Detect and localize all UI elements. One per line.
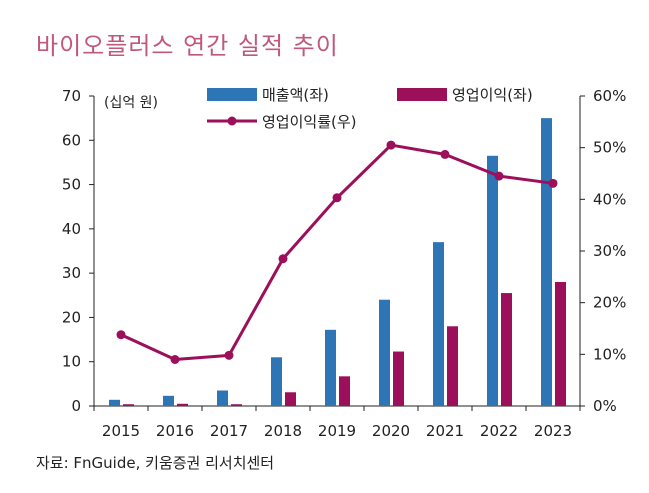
left-tick-label: 20 bbox=[62, 308, 81, 326]
x-tick-label: 2023 bbox=[534, 422, 572, 440]
revenue-bar bbox=[487, 155, 498, 406]
source-note: 자료: FnGuide, 키움증권 리서치센터 bbox=[36, 454, 275, 472]
axes: 0 10 20 30 40 50 60 70 0% 10% 20% 30% 40% 50% 60% 2015 2… bbox=[62, 87, 626, 440]
left-tick-label: 0 bbox=[71, 397, 81, 415]
legend-profit-swatch bbox=[397, 88, 447, 101]
x-tick-label: 2018 bbox=[264, 422, 302, 440]
left-tick-label: 30 bbox=[62, 264, 81, 282]
revenue-bar bbox=[541, 118, 552, 407]
right-tick-label: 30% bbox=[593, 242, 626, 260]
revenue-bar bbox=[271, 357, 282, 406]
operating-margin-point bbox=[224, 350, 234, 360]
left-tick-label: 70 bbox=[62, 87, 81, 105]
left-tick-label: 60 bbox=[62, 131, 81, 149]
right-tick-label: 20% bbox=[593, 294, 626, 312]
legend: 매출액(좌) 영업이익(좌) 영업이익률(우) bbox=[207, 86, 533, 131]
revenue-bar bbox=[325, 329, 336, 406]
operating-profit-bar bbox=[339, 376, 350, 406]
unit-label: (십억 원) bbox=[104, 95, 158, 111]
operating-margin-point bbox=[170, 355, 180, 364]
revenue-bars bbox=[109, 118, 552, 407]
legend-profit-label: 영업이익(좌) bbox=[452, 86, 533, 104]
x-tick-label: 2017 bbox=[210, 422, 248, 440]
revenue-bar bbox=[217, 390, 228, 406]
operating-margin-point bbox=[440, 149, 450, 159]
left-tick-label: 10 bbox=[62, 353, 81, 371]
x-tick-label: 2021 bbox=[426, 422, 464, 440]
operating-margin-point bbox=[494, 171, 504, 181]
operating-profit-bar bbox=[177, 403, 188, 406]
left-tick-label: 50 bbox=[62, 176, 81, 194]
operating-margin-point bbox=[386, 140, 396, 150]
legend-margin-label: 영업이익률(우) bbox=[262, 113, 357, 131]
operating-profit-bar bbox=[285, 392, 296, 406]
operating-profit-bar bbox=[393, 351, 404, 406]
operating-profit-bar bbox=[501, 293, 512, 406]
revenue-bar bbox=[379, 299, 390, 406]
operating-margin-line bbox=[116, 140, 558, 364]
operating-margin-point bbox=[278, 254, 288, 264]
revenue-bar bbox=[163, 395, 174, 406]
x-tick-label: 2020 bbox=[372, 422, 410, 440]
right-tick-label: 60% bbox=[593, 87, 626, 105]
x-tick-label: 2016 bbox=[156, 422, 194, 440]
x-tick-label: 2019 bbox=[318, 422, 356, 440]
legend-revenue-swatch bbox=[207, 88, 257, 101]
revenue-bar bbox=[109, 399, 120, 406]
operating-profit-bar bbox=[447, 326, 458, 406]
operating-profit-bar bbox=[555, 282, 566, 406]
operating-profit-bars bbox=[123, 282, 566, 406]
right-tick-label: 10% bbox=[593, 345, 626, 363]
right-tick-label: 0% bbox=[593, 397, 617, 415]
x-tick-label: 2015 bbox=[102, 422, 140, 440]
right-tick-label: 40% bbox=[593, 190, 626, 208]
revenue-bar bbox=[433, 242, 444, 406]
operating-margin-point bbox=[548, 178, 558, 188]
operating-margin-point bbox=[116, 330, 126, 340]
right-tick-label: 50% bbox=[593, 139, 626, 157]
operating-margin-point bbox=[332, 193, 342, 203]
x-tick-label: 2022 bbox=[480, 422, 518, 440]
operating-profit-bar bbox=[123, 404, 134, 406]
chart-title: 바이오플러스 연간 실적 추이 bbox=[36, 32, 339, 60]
legend-revenue-label: 매출액(좌) bbox=[262, 86, 329, 104]
left-tick-label: 40 bbox=[62, 220, 81, 238]
legend-margin-marker bbox=[227, 116, 237, 126]
operating-profit-bar bbox=[231, 404, 242, 406]
